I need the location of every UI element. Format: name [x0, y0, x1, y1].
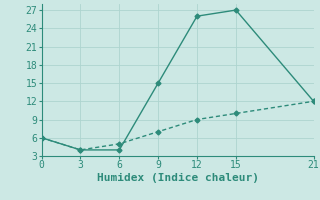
X-axis label: Humidex (Indice chaleur): Humidex (Indice chaleur) [97, 173, 259, 183]
